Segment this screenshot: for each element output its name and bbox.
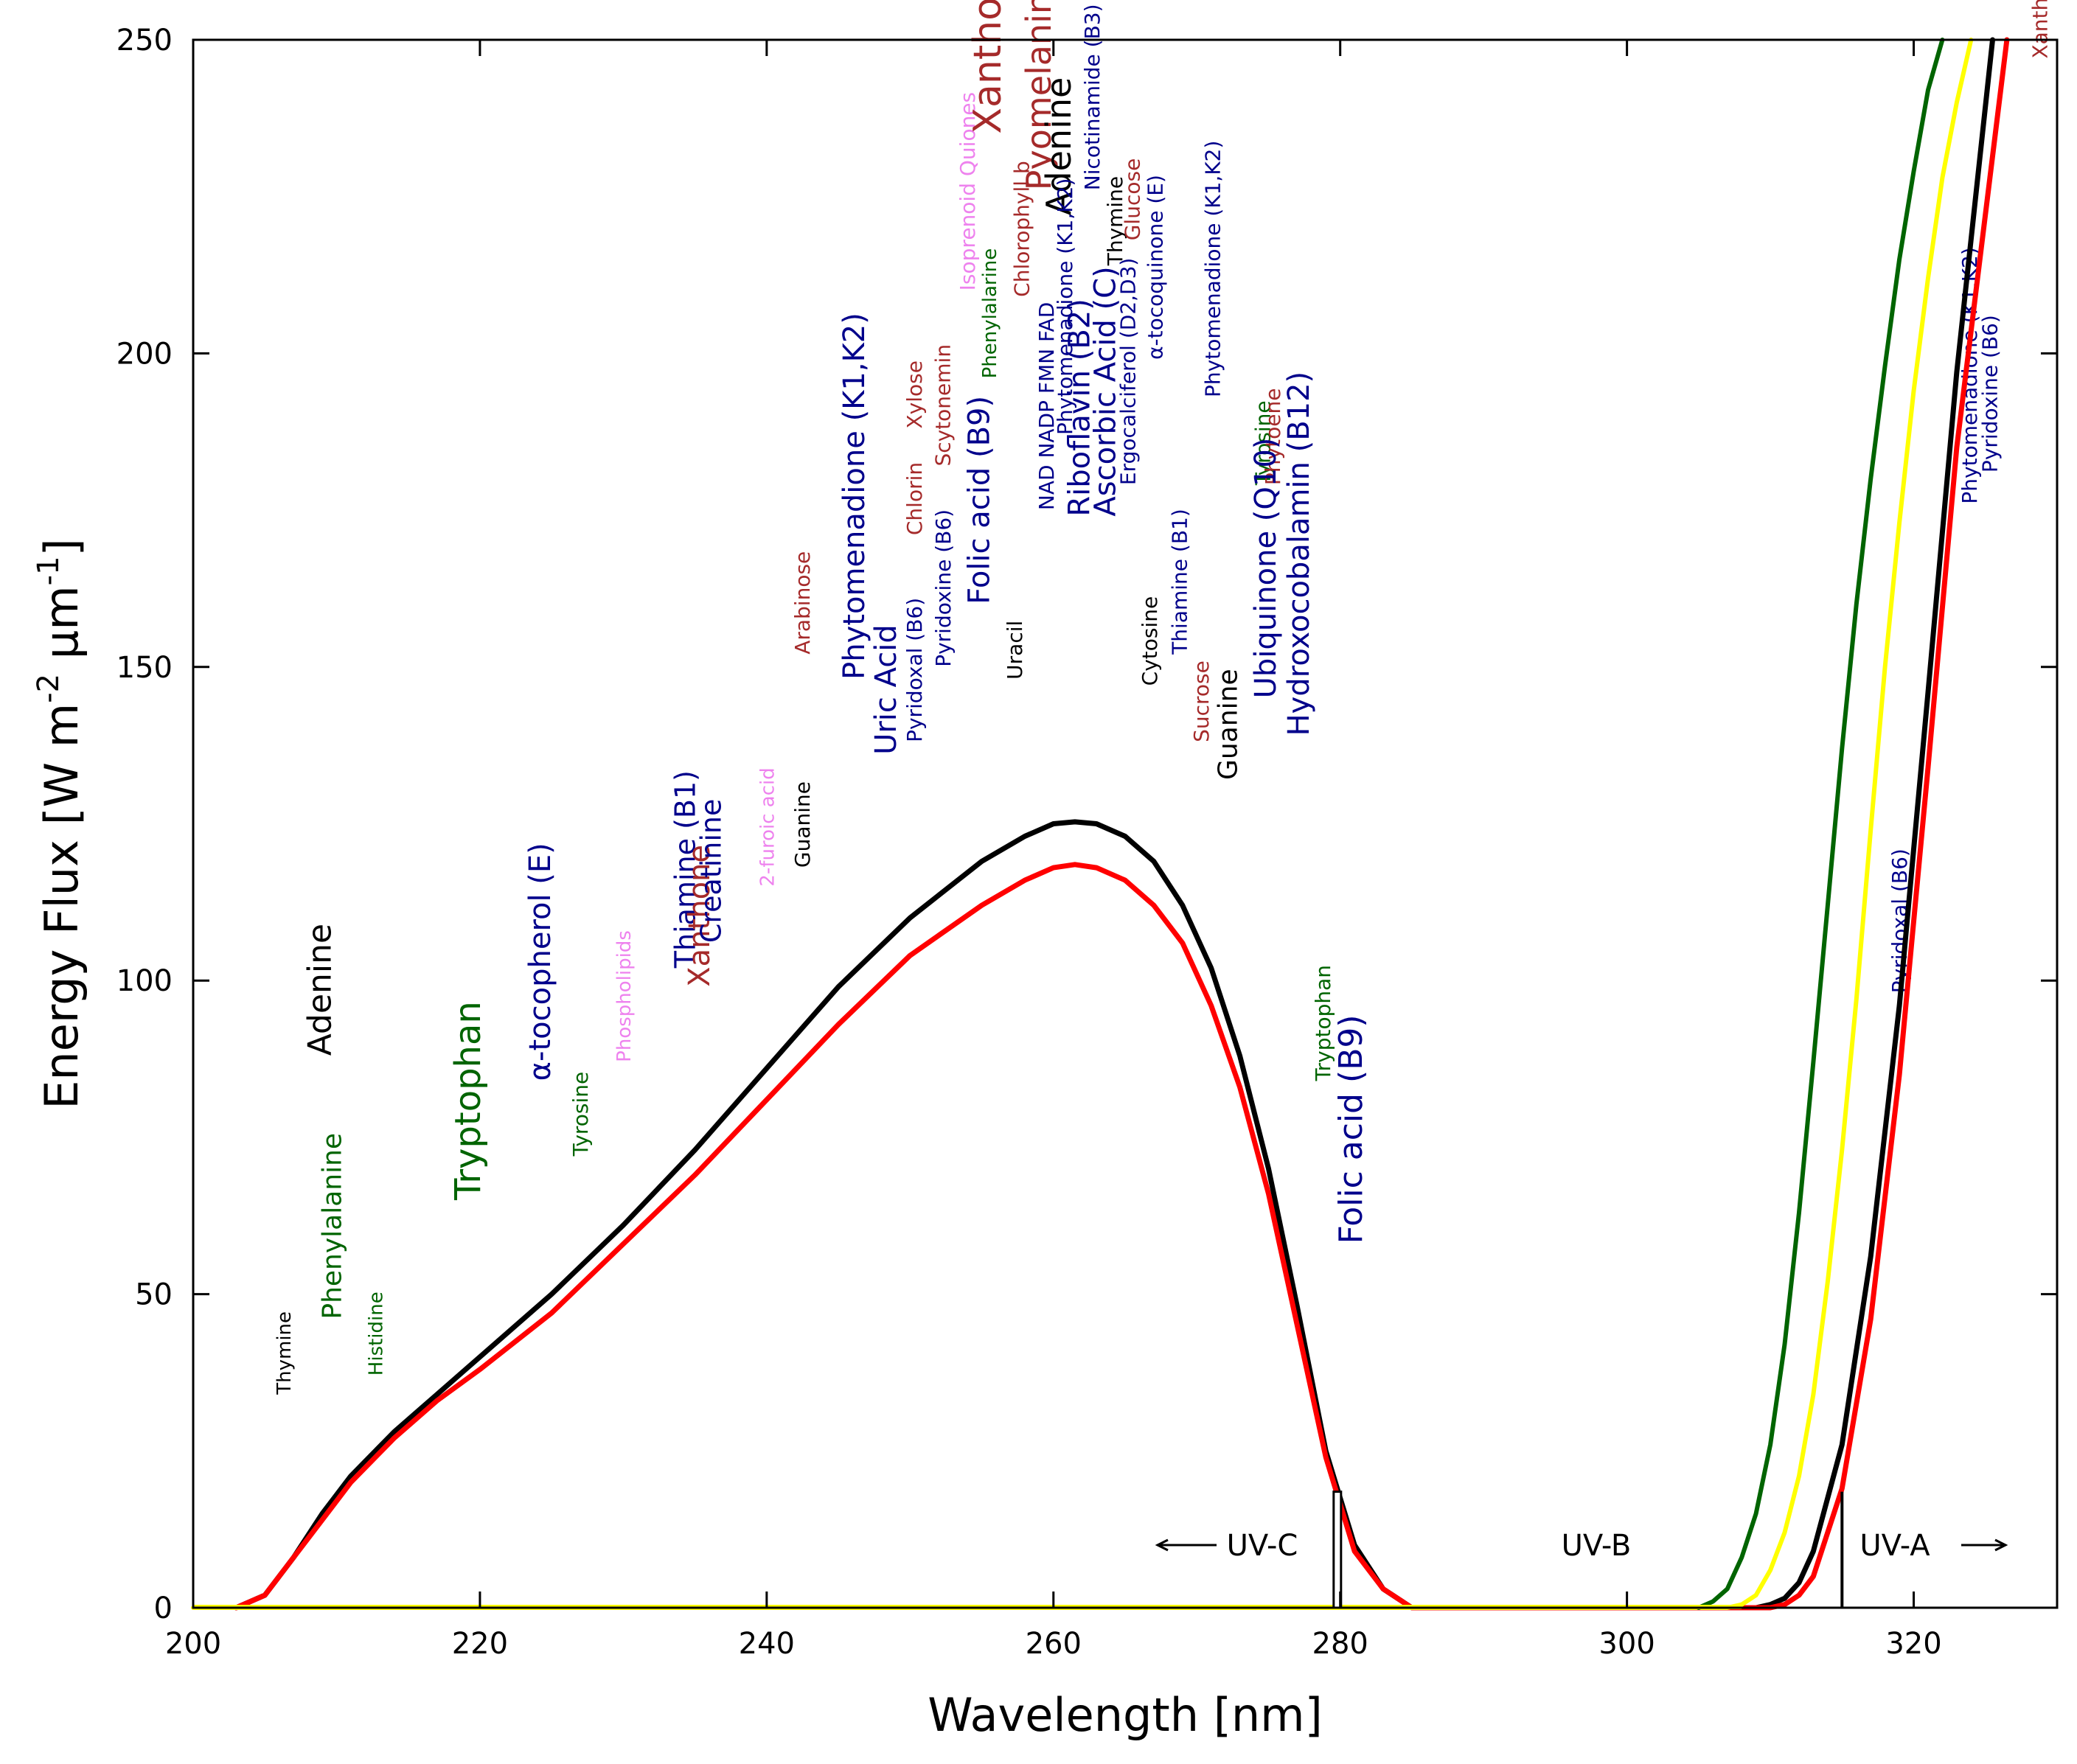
uv-band-labels: UV-C UV-B UV-A xyxy=(1155,1529,2008,1563)
y-tick-label: 50 xyxy=(135,1278,173,1312)
molecule-label: Phytoene xyxy=(1261,388,1285,486)
y-axis-title-superscript: -2 xyxy=(32,674,66,703)
molecule-label: Arabinose xyxy=(790,551,815,655)
uvc-uvb-boundary-marker xyxy=(1332,1491,1343,1609)
molecule-label: Xanthone xyxy=(683,845,717,987)
plot-frame xyxy=(192,38,2059,1609)
molecule-label: Ubiquinone (Q10) xyxy=(1249,438,1283,699)
molecule-label: Xanthone xyxy=(2028,0,2052,59)
molecule-label: Cytosine xyxy=(1138,596,1162,686)
molecule-label: Chlorin xyxy=(902,462,927,535)
molecule-label: Guanine xyxy=(1214,669,1244,780)
y-axis-title-part: ] xyxy=(35,538,88,556)
x-tick-label: 220 xyxy=(452,1627,508,1661)
molecule-label: Thiamine (B1) xyxy=(669,770,702,969)
molecule-label: Sucrose xyxy=(1189,660,1214,742)
y-tick-label: 250 xyxy=(116,24,173,57)
molecule-label: Ascorbic Acid (C) xyxy=(1088,266,1122,516)
x-tick-label: 240 xyxy=(739,1627,795,1661)
molecule-label: Riboflavin (B2) xyxy=(1062,299,1096,516)
molecule-label: Folic acid (B9) xyxy=(1332,1014,1370,1244)
molecule-label: Tryptophan xyxy=(448,1001,489,1201)
x-tick-label: 320 xyxy=(1885,1627,1941,1661)
molecule-label: Histidine xyxy=(366,1291,388,1376)
x-axis-title: Wavelength [nm] xyxy=(928,1688,1323,1742)
x-tick-label: 200 xyxy=(165,1627,221,1661)
molecule-label: Chlorophyll b xyxy=(1010,161,1034,297)
molecule-label: Creatinine xyxy=(695,799,728,944)
molecule-label: Phenylalanine xyxy=(317,1133,347,1319)
molecule-label: 2-furoic acid xyxy=(757,767,779,886)
uv-band-label: UV-B xyxy=(1562,1529,1632,1563)
molecule-label: Adenine xyxy=(302,924,339,1056)
y-axis-title-part: μm xyxy=(35,585,88,674)
x-tick-label: 260 xyxy=(1026,1627,1082,1661)
molecule-label: Pyridoxine (B6) xyxy=(1977,315,2002,473)
band-arrow-head xyxy=(1994,1538,2008,1552)
molecule-label: Hydroxocobalamin (B12) xyxy=(1282,372,1316,736)
molecule-label: Tryptophan xyxy=(1311,965,1335,1081)
molecule-label: Uric Acid xyxy=(869,624,903,755)
molecule-label: Thiamine (B1) xyxy=(1168,509,1192,655)
uv-band-label: UV-A xyxy=(1859,1529,1930,1563)
molecule-label: Xanthone xyxy=(966,0,1010,134)
molecule-label: Phytomenadione (K1,K2) xyxy=(1200,141,1225,397)
molecule-label: Tyrosine xyxy=(1250,400,1275,486)
molecule-label: Guanine xyxy=(790,781,815,868)
y-tick-label: 150 xyxy=(116,651,173,685)
molecule-label: Isoprenoid Quiones xyxy=(956,92,980,290)
molecule-label: Phytomenadione (K1,K2) xyxy=(1053,178,1077,435)
molecule-annotations: Thymine Phenylalanine Histidine Adenine Tryp… xyxy=(274,0,2052,1395)
x-tick-label: 280 xyxy=(1312,1627,1368,1661)
molecule-label: α-tocopherol (E) xyxy=(523,843,557,1081)
molecule-label: Pyridoxine (B6) xyxy=(931,509,956,667)
series-line-flux_black xyxy=(233,37,1995,1611)
molecule-label: Thymine xyxy=(274,1311,296,1395)
molecule-label: Scytonemin xyxy=(931,344,956,467)
y-tick-label: 200 xyxy=(116,337,173,371)
molecule-label: Ergocalciferol (D2,D3) xyxy=(1116,258,1141,485)
molecule-label: Pyridoxal (B6) xyxy=(902,598,927,742)
molecule-label: Xylose xyxy=(902,360,927,428)
molecule-label: Glucose xyxy=(1120,158,1144,241)
y-axis-title-part: Energy Flux [W m xyxy=(35,703,88,1109)
molecule-label: Phenylalarine xyxy=(979,248,1001,379)
molecule-label: Phospholipids xyxy=(613,930,636,1062)
series-line-flux_green xyxy=(1696,38,1945,1610)
band-arrow-head xyxy=(1155,1538,1169,1552)
molecule-label: Pyomelanin xyxy=(1019,0,1059,190)
molecule-label: Thymine xyxy=(1103,176,1127,266)
axes: 200 220 240 260 280 300 320 0 50 100 150 200 250 xyxy=(116,24,2059,1661)
molecule-label: Tyrosine xyxy=(568,1072,593,1157)
molecule-label: Folic acid (B9) xyxy=(962,396,996,604)
molecule-label: Phytomenadione (K1,K2) xyxy=(838,313,871,680)
molecule-label: α-tocoquinone (E) xyxy=(1144,175,1168,360)
x-tick-label: 300 xyxy=(1598,1627,1655,1661)
molecule-label: NAD NADP FMN FAD xyxy=(1034,302,1059,510)
axis-titles: Wavelength [nm] Energy Flux [W m-2 μm-1] xyxy=(32,538,1323,1742)
series-line-flux_red xyxy=(233,37,2010,1611)
uv-band-label: UV-C xyxy=(1227,1529,1298,1563)
molecule-label: Nicotinamide (B3) xyxy=(1080,4,1104,190)
y-axis-title: Energy Flux [W m-2 μm-1] xyxy=(32,538,88,1109)
y-axis-title-superscript: -1 xyxy=(32,556,66,585)
y-tick-label: 100 xyxy=(116,964,173,998)
y-tick-label: 0 xyxy=(154,1592,173,1625)
molecule-label: Uracil xyxy=(1003,621,1027,680)
molecule-label: Adenine xyxy=(1039,77,1079,216)
